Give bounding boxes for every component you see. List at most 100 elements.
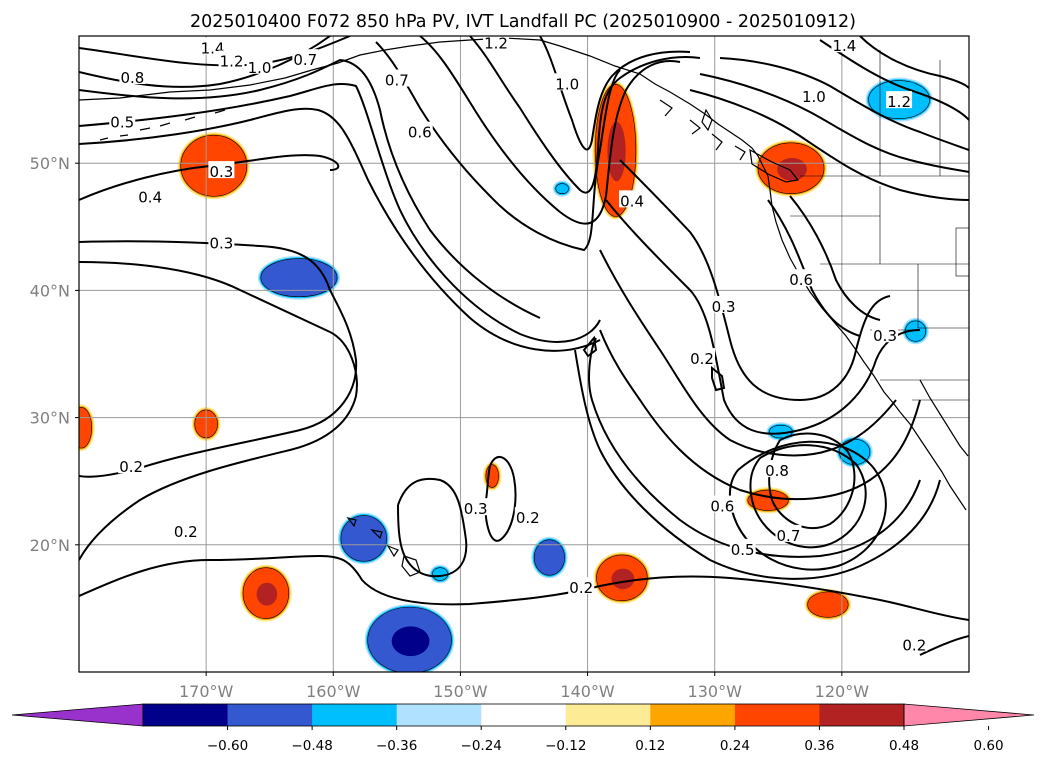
contour-line — [619, 159, 891, 402]
contour-line — [79, 261, 358, 561]
colorbar-bin — [396, 704, 482, 726]
y-tick-label: 40°N — [30, 281, 70, 300]
colorbar-bin — [481, 704, 567, 726]
contour-line — [397, 477, 468, 578]
colorbar-tick-label: 0.60 — [974, 738, 1004, 754]
chart-title: 2025010400 F072 850 hPa PV, IVT Landfall… — [190, 12, 856, 32]
contour-label-bg — [514, 507, 541, 525]
haida-gwaii — [701, 108, 713, 132]
x-axis-ticks: 170°W 160°W 150°W 140°W 130°W 120°W — [179, 672, 869, 701]
contour-label-bg — [568, 577, 595, 595]
contour-label: 0.3 — [209, 234, 233, 252]
colorbar-bin — [650, 704, 736, 726]
aleutian-islands — [99, 103, 251, 141]
contour-line — [79, 554, 969, 621]
colorbar-tick-label: 0.24 — [720, 738, 750, 754]
colorbar-bin — [143, 704, 229, 726]
x-tick-label: 130°W — [688, 682, 743, 701]
contour-label: 0.8 — [120, 69, 144, 87]
contour-label: 0.7 — [293, 51, 317, 69]
colorbar-extend-low — [11, 703, 144, 727]
contour-label: 0.2 — [690, 350, 714, 368]
x-tick-label: 150°W — [433, 682, 488, 701]
colorbar-tick-label: −0.60 — [207, 738, 248, 754]
contour-label: 0.3 — [873, 327, 897, 345]
hawaii-islands — [346, 517, 421, 577]
pv-anomaly-region — [79, 407, 93, 449]
contour-line — [767, 199, 861, 337]
contour-label: 0.3 — [712, 298, 736, 316]
pv-anomaly-core — [391, 626, 430, 657]
contour-label-bg — [554, 73, 581, 91]
contour-labels: 1.41.2 1.0 0.70.80.50.30.40.30.70.61.21.00… — [109, 35, 928, 654]
contour-label-bg — [710, 295, 737, 313]
colorbar-bin — [734, 704, 820, 726]
y-tick-label: 20°N — [30, 536, 70, 555]
contour-line — [375, 41, 621, 252]
contour-line — [79, 58, 541, 319]
contour-label-bg — [172, 521, 199, 539]
contour-label-bg — [886, 91, 913, 109]
contour-label-bg — [619, 190, 646, 208]
colorbar-tick-label: −0.24 — [461, 738, 502, 754]
colorbar-tick-label: 0.48 — [889, 738, 919, 754]
contour-label: 0.8 — [765, 462, 789, 480]
contour-label-bg — [901, 634, 928, 652]
pv-anomaly-region — [533, 539, 565, 576]
contour-label: 1.4 — [201, 40, 225, 58]
contour-line — [819, 39, 969, 121]
contour-label: 0.2 — [119, 458, 143, 476]
pv-anomaly-region — [555, 183, 569, 195]
contour-line — [919, 635, 969, 656]
contour-line — [859, 36, 969, 89]
contour-line — [719, 57, 969, 151]
colorbar: −0.60 −0.48 −0.36 −0.24 −0.12 0.12 0.24 0.36 0.4… — [11, 703, 1035, 754]
pv-shading-layer — [79, 77, 933, 672]
contour-label: 0.2 — [174, 523, 198, 541]
contour-line — [574, 349, 941, 580]
contour-label-bg — [208, 232, 235, 250]
contour-line — [599, 249, 897, 457]
bc-islands — [659, 99, 746, 161]
contour-label-bg — [800, 86, 827, 104]
contour-label: 0.4 — [620, 192, 644, 210]
contour-label-bg — [709, 495, 736, 513]
contour-line — [768, 432, 856, 530]
contour-line — [789, 195, 881, 321]
contour-line — [605, 199, 921, 435]
contour-line — [711, 365, 726, 392]
pv-anomaly-core — [777, 157, 807, 181]
colorbar-tick-label: −0.12 — [545, 738, 586, 754]
colorbar-bin — [227, 704, 313, 726]
pv-anomaly-core — [256, 582, 278, 606]
contour-label-bg — [483, 36, 510, 50]
southeast-alaska-coastline — [559, 45, 763, 165]
contour-line — [79, 107, 601, 352]
contour-line — [469, 36, 701, 194]
contour-label-bg — [462, 498, 489, 516]
x-tick-label: 160°W — [306, 682, 361, 701]
contour-label-bg — [689, 348, 715, 366]
contour-line — [689, 89, 969, 201]
contour-label: 1.2 — [887, 93, 911, 111]
contour-label-bg — [729, 538, 756, 556]
colorbar-tick-label: −0.48 — [291, 738, 332, 754]
contour-label-bg — [872, 325, 899, 343]
contour-label: 0.5 — [110, 113, 134, 131]
contour-label: 0.7 — [777, 527, 801, 545]
contour-line — [582, 335, 598, 358]
contour-label: 1.0 — [802, 88, 826, 106]
colorbar-tick-label: 0.12 — [635, 738, 665, 754]
pv-anomaly-region — [807, 591, 849, 618]
pv-anomaly-region — [432, 567, 449, 581]
contour-label: 0.3 — [209, 163, 233, 181]
contour-label: 0.4 — [138, 189, 162, 207]
contour-line — [588, 337, 921, 558]
x-tick-label: 170°W — [179, 682, 234, 701]
pv-anomaly-core — [611, 568, 635, 590]
colorbar-extend-high — [903, 703, 1035, 727]
contour-line — [419, 36, 681, 225]
contour-label: 1.2 — [484, 35, 508, 53]
contour-line — [749, 444, 867, 549]
contour-label: 0.7 — [385, 72, 409, 90]
